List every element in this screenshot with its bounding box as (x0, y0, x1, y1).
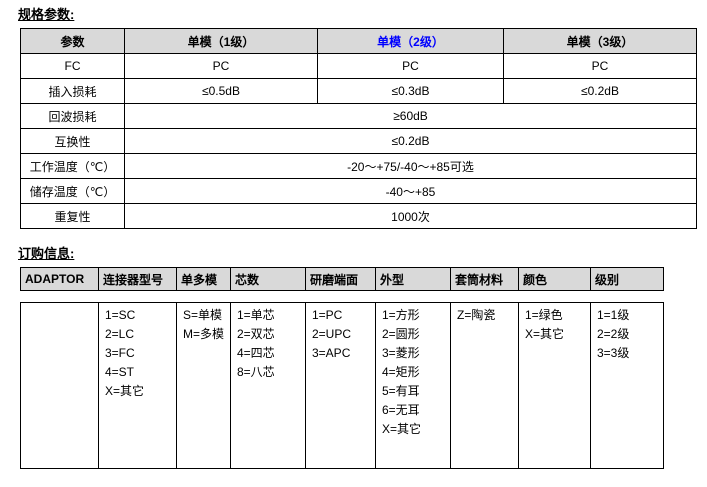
spec-header-singlemode-grade1: 单模（1级） (124, 28, 318, 54)
spec-cell-span: -20～+75/-40～+85可选 (124, 153, 697, 179)
spec-cell: PC (124, 53, 318, 79)
spec-row-insertion-loss: 插入损耗 ≤0.5dB ≤0.3dB ≤0.2dB (20, 78, 697, 104)
spec-row-operating-temp: 工作温度（℃） -20～+75/-40～+85可选 (20, 153, 697, 179)
order-header-adaptor: ADAPTOR (20, 267, 99, 291)
spec-header-singlemode-grade3: 单模（3级） (503, 28, 697, 54)
order-header-polish-face: 研磨端面 (305, 267, 376, 291)
order-header-core-count: 芯数 (230, 267, 306, 291)
order-header-color: 颜色 (518, 267, 591, 291)
spec-cell: ≤0.5dB (124, 78, 318, 104)
order-header-grade: 级别 (590, 267, 664, 291)
spec-header-singlemode-grade2: 单模（2级） (317, 28, 504, 54)
order-options-grade: 1=1级 2=2级 3=3级 (590, 302, 664, 469)
spec-row-label: 工作温度（℃） (20, 153, 125, 179)
order-header-row: ADAPTOR 连接器型号 单多模 芯数 研磨端面 外型 套筒材料 颜色 级别 (20, 267, 664, 291)
spec-cell: PC (317, 53, 504, 79)
spec-cell: PC (503, 53, 697, 79)
spec-row-repeatability: 重复性 1000次 (20, 203, 697, 229)
spec-row-label: 插入损耗 (20, 78, 125, 104)
order-options-mode: S=单模 M=多模 (176, 302, 231, 469)
spec-cell-span: ≤0.2dB (124, 128, 697, 154)
section-gap (18, 229, 707, 246)
spec-cell-span: 1000次 (124, 203, 697, 229)
order-header-table: ADAPTOR 连接器型号 单多模 芯数 研磨端面 外型 套筒材料 颜色 级别 (20, 267, 664, 291)
spec-section-title: 规格参数: (18, 7, 75, 22)
spec-row-storage-temp: 储存温度（℃） -40～+85 (20, 178, 697, 204)
order-header-shape: 外型 (375, 267, 451, 291)
order-header-sleeve-material: 套筒材料 (450, 267, 519, 291)
spec-cell-span: -40～+85 (124, 178, 697, 204)
order-options-sleeve-material: Z=陶瓷 (450, 302, 519, 469)
spec-cell: ≤0.3dB (317, 78, 504, 104)
order-options-row: 1=SC 2=LC 3=FC 4=ST X=其它 S=单模 M=多模 1=单芯 … (20, 302, 664, 469)
spec-cell: ≤0.2dB (503, 78, 697, 104)
order-options-connector-type: 1=SC 2=LC 3=FC 4=ST X=其它 (98, 302, 177, 469)
spec-row-label: 重复性 (20, 203, 125, 229)
order-options-adaptor (20, 302, 99, 469)
spec-row-return-loss: 回波损耗 ≥60dB (20, 103, 697, 129)
order-header-mode: 单多模 (176, 267, 231, 291)
spec-row-label: 储存温度（℃） (20, 178, 125, 204)
order-options-shape: 1=方形 2=圆形 3=菱形 4=矩形 5=有耳 6=无耳 X=其它 (375, 302, 451, 469)
order-options-core-count: 1=单芯 2=双芯 4=四芯 8=八芯 (230, 302, 306, 469)
spec-cell-span: ≥60dB (124, 103, 697, 129)
order-header-connector-type: 连接器型号 (98, 267, 177, 291)
spec-row-label: 互换性 (20, 128, 125, 154)
spec-row-interchangeability: 互换性 ≤0.2dB (20, 128, 697, 154)
spec-row-label: 回波损耗 (20, 103, 125, 129)
spec-row-label: FC (20, 53, 125, 79)
order-body-table: 1=SC 2=LC 3=FC 4=ST X=其它 S=单模 M=多模 1=单芯 … (20, 302, 664, 469)
document-page: 规格参数: 参数 单模（1级） 单模（2级） 单模（3级） FC PC PC P… (18, 7, 707, 469)
spec-table: 参数 单模（1级） 单模（2级） 单模（3级） FC PC PC PC 插入损耗… (20, 28, 697, 229)
order-options-polish-face: 1=PC 2=UPC 3=APC (305, 302, 376, 469)
spec-row-fc: FC PC PC PC (20, 53, 697, 79)
order-options-color: 1=绿色 X=其它 (518, 302, 591, 469)
spec-header-parameter: 参数 (20, 28, 125, 54)
spec-header-row: 参数 单模（1级） 单模（2级） 单模（3级） (20, 28, 697, 54)
order-section-title: 订购信息: (18, 246, 75, 261)
